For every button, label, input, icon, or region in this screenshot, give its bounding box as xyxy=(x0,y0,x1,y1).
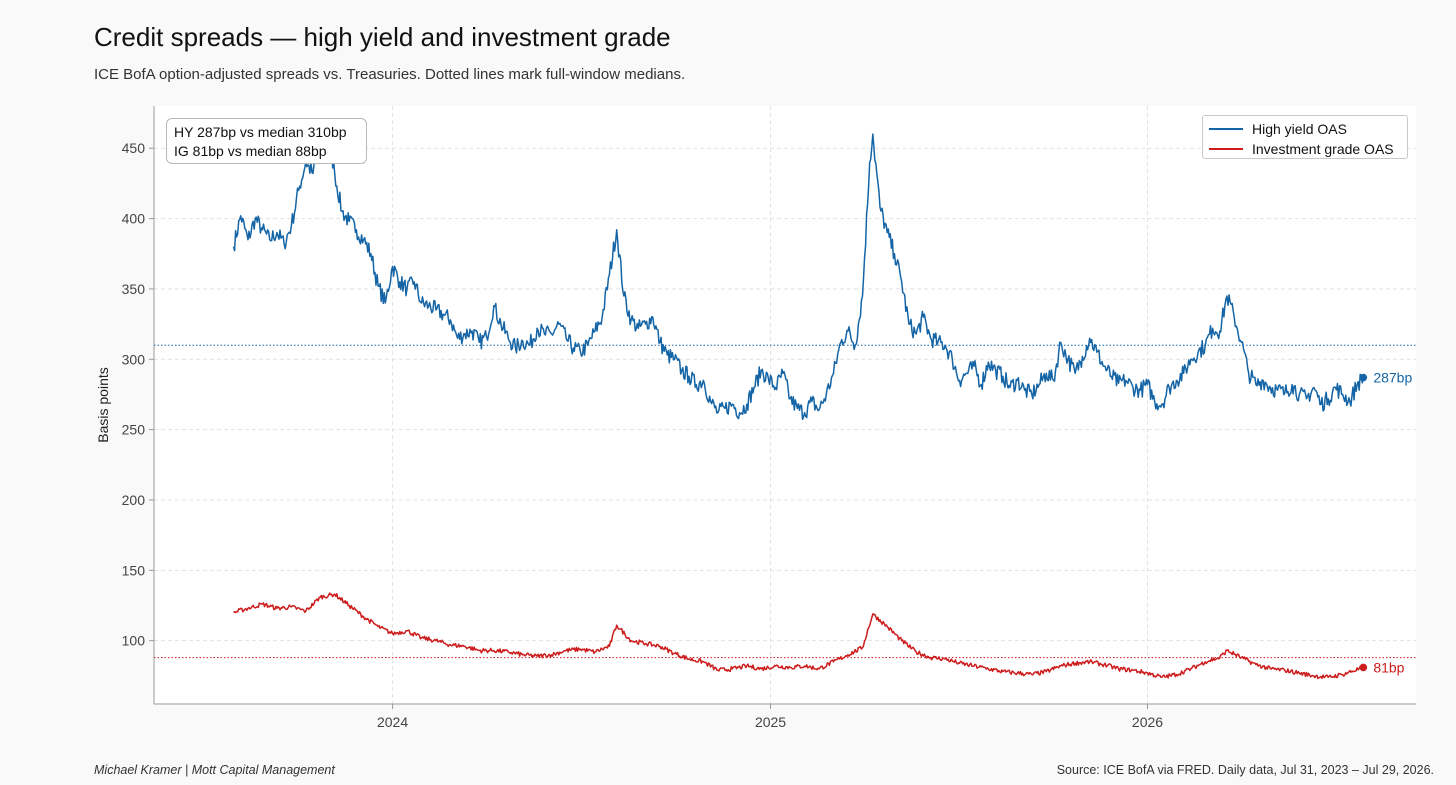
x-tick-label: 2024 xyxy=(377,714,408,730)
y-tick-label: 150 xyxy=(122,562,146,578)
x-tick-label: 2025 xyxy=(755,714,786,730)
latest-vs-median-annotation: HY 287bp vs median 310bp IG 81bp vs medi… xyxy=(166,118,367,164)
x-tick-label: 2026 xyxy=(1132,714,1163,730)
end-marker-high-yield xyxy=(1359,373,1368,382)
end-label-investment-grade: 81bp xyxy=(1373,659,1404,675)
end-label-high-yield: 287bp xyxy=(1373,370,1412,386)
series-line-high-yield xyxy=(232,130,1365,421)
footer-source: Source: ICE BofA via FRED. Daily data, J… xyxy=(1056,763,1434,777)
y-tick-label: 300 xyxy=(122,351,146,367)
plot-area xyxy=(154,106,1416,704)
end-marker-investment-grade xyxy=(1359,663,1368,672)
legend-item-investment-grade: Investment grade OAS xyxy=(1209,139,1407,159)
annotation-hy-line: HY 287bp vs median 310bp xyxy=(174,124,347,140)
footer-author: Michael Kramer | Mott Capital Management xyxy=(94,763,335,777)
y-tick-label: 100 xyxy=(122,633,146,649)
y-tick-label: 200 xyxy=(122,492,146,508)
y-tick-label: 250 xyxy=(122,422,146,438)
chart-title: Credit spreads — high yield and investme… xyxy=(94,22,671,52)
legend-item-high-yield: High yield OAS xyxy=(1209,119,1407,139)
chart-legend: High yield OAS Investment grade OAS xyxy=(1202,115,1408,159)
annotation-ig-line: IG 81bp vs median 88bp xyxy=(174,143,327,159)
y-tick-label: 350 xyxy=(122,281,146,297)
y-tick-label: 450 xyxy=(122,140,146,156)
chart-subtitle: ICE BofA option-adjusted spreads vs. Tre… xyxy=(94,66,686,83)
y-axis-label: Basis points xyxy=(95,367,111,442)
y-tick-label: 400 xyxy=(122,211,146,227)
legend-label-high-yield: High yield OAS xyxy=(1252,121,1347,137)
series-line-investment-grade xyxy=(233,592,1364,680)
legend-swatch-high-yield xyxy=(1209,128,1243,130)
legend-swatch-investment-grade xyxy=(1209,148,1243,150)
legend-label-investment-grade: Investment grade OAS xyxy=(1252,141,1394,157)
